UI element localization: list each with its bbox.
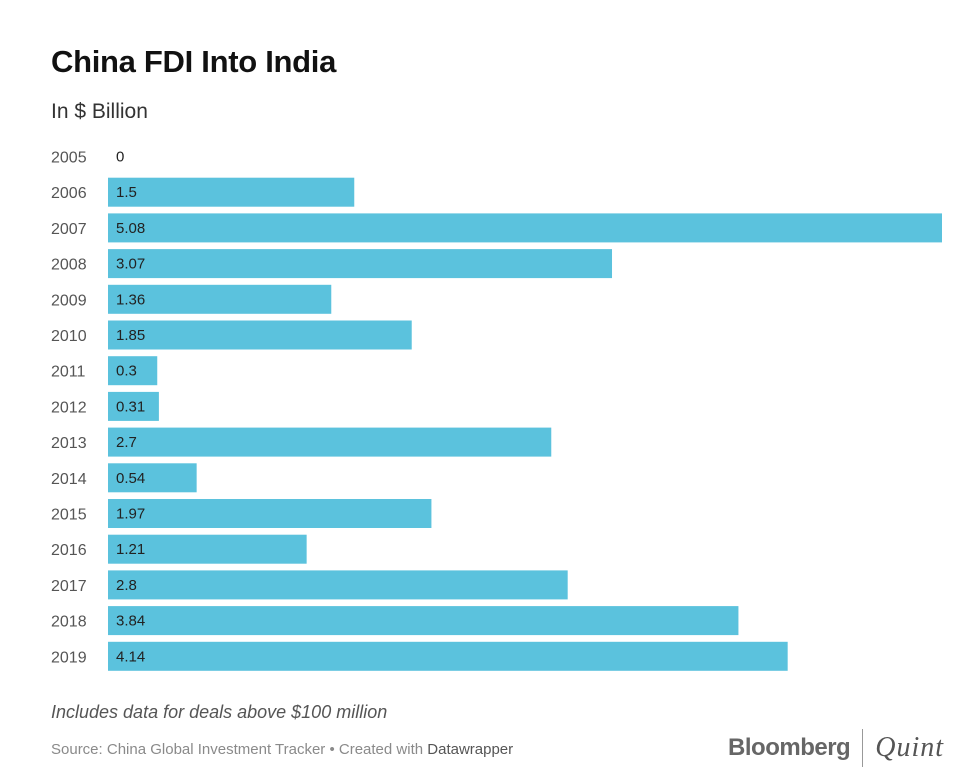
value-label-2006: 1.5 bbox=[116, 184, 137, 201]
value-label-2009: 1.36 bbox=[116, 291, 145, 308]
value-label-2012: 0.31 bbox=[116, 398, 145, 415]
year-label-2006: 2006 bbox=[51, 185, 87, 202]
year-label-2013: 2013 bbox=[51, 435, 87, 452]
bar-2019 bbox=[108, 641, 788, 671]
year-label-2005: 2005 bbox=[51, 150, 87, 167]
year-label-2018: 2018 bbox=[51, 614, 87, 631]
logo-divider bbox=[862, 729, 864, 767]
source-text: Source: China Global Investment Tracker … bbox=[51, 741, 428, 758]
bar-chart: 2005 0 2006 1.5 2007 5.08 2008 3.07 2009 1.36 2010… bbox=[51, 149, 942, 671]
bar-2009 bbox=[108, 284, 332, 314]
value-label-2015: 1.97 bbox=[116, 506, 145, 523]
value-label-2010: 1.85 bbox=[116, 327, 145, 344]
value-label-2005: 0 bbox=[116, 149, 124, 166]
chart-subtitle: In $ Billion bbox=[51, 100, 148, 123]
value-label-2007: 5.08 bbox=[116, 220, 145, 237]
bar-2008 bbox=[108, 249, 613, 279]
logo-secondary: Quint bbox=[875, 732, 944, 763]
bar-2015 bbox=[108, 499, 432, 528]
chart-title: China FDI Into India bbox=[51, 44, 337, 79]
bar-2007 bbox=[108, 213, 942, 243]
value-label-2014: 0.54 bbox=[116, 470, 145, 487]
bar-2016 bbox=[108, 534, 307, 564]
value-label-2008: 3.07 bbox=[116, 256, 145, 273]
value-label-2016: 1.21 bbox=[116, 541, 145, 558]
year-label-2011: 2011 bbox=[51, 364, 86, 381]
year-label-2010: 2010 bbox=[51, 328, 87, 345]
datawrapper-link[interactable]: Datawrapper bbox=[427, 741, 514, 758]
bar-2017 bbox=[108, 570, 568, 600]
bar-2012 bbox=[108, 391, 159, 421]
source-line: Source: China Global Investment Tracker … bbox=[51, 741, 513, 758]
year-label-2008: 2008 bbox=[51, 257, 87, 274]
value-label-2013: 2.7 bbox=[116, 434, 137, 451]
year-label-2007: 2007 bbox=[51, 221, 87, 238]
year-label-2016: 2016 bbox=[51, 542, 87, 559]
year-label-2019: 2019 bbox=[51, 649, 87, 666]
year-label-2015: 2015 bbox=[51, 507, 87, 524]
value-label-2018: 3.84 bbox=[116, 613, 145, 630]
value-label-2019: 4.14 bbox=[116, 648, 145, 665]
bar-2010 bbox=[108, 320, 412, 350]
chart-note: Includes data for deals above $100 milli… bbox=[51, 702, 388, 722]
bar-2013 bbox=[108, 427, 552, 457]
year-label-2017: 2017 bbox=[51, 578, 87, 595]
year-label-2012: 2012 bbox=[51, 399, 87, 416]
bar-2014 bbox=[108, 463, 197, 493]
value-label-2011: 0.3 bbox=[116, 363, 137, 380]
year-label-2014: 2014 bbox=[51, 471, 87, 488]
bar-2018 bbox=[108, 606, 739, 636]
value-label-2017: 2.8 bbox=[116, 577, 137, 594]
logo-primary: Bloomberg bbox=[728, 734, 851, 761]
bar-2011 bbox=[108, 356, 158, 386]
publisher-logo: Bloomberg Quint bbox=[728, 728, 944, 768]
bar-2006 bbox=[108, 177, 355, 207]
year-label-2009: 2009 bbox=[51, 292, 87, 309]
